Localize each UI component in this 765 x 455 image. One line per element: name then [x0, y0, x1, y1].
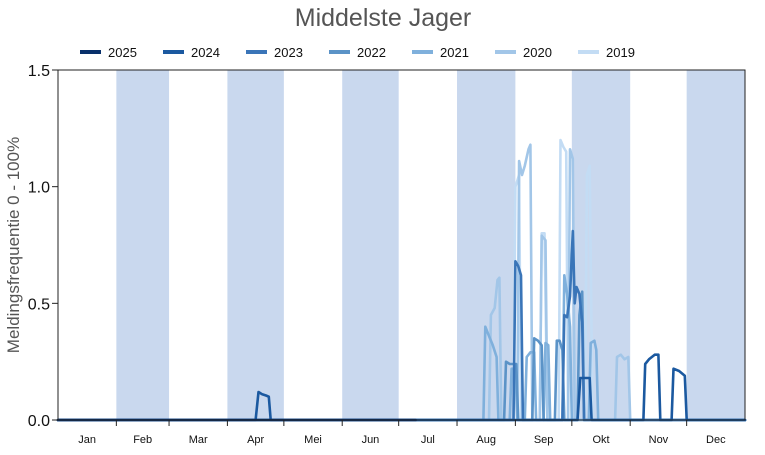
x-tick-label-dec: Dec — [706, 434, 726, 446]
x-tick-label-mei: Mei — [304, 434, 322, 446]
legend-item-2022: 2022 — [329, 45, 386, 60]
legend-item-2023: 2023 — [246, 45, 303, 60]
legend-label: 2019 — [606, 45, 635, 60]
x-tick-label-okt: Okt — [592, 434, 609, 446]
legend-label: 2023 — [274, 45, 303, 60]
y-axis-label: Meldingsfrequentie 0 - 100% — [4, 137, 23, 353]
y-tick-label: 0.5 — [28, 296, 50, 313]
x-tick-label-nov: Nov — [649, 434, 669, 446]
x-tick-label-sep: Sep — [534, 434, 554, 446]
x-tick-label-apr: Apr — [247, 434, 264, 446]
legend-label: 2022 — [357, 45, 386, 60]
legend-label: 2020 — [523, 45, 552, 60]
x-tick-label-jul: Jul — [421, 434, 435, 446]
x-tick-label-aug: Aug — [476, 434, 496, 446]
month-band-jun — [342, 70, 399, 420]
legend-item-2019: 2019 — [578, 45, 635, 60]
y-tick-label: 1.5 — [28, 63, 50, 80]
month-band-okt — [571, 70, 631, 420]
month-band-apr — [227, 70, 284, 420]
x-tick-label-mar: Mar — [189, 434, 208, 446]
legend-item-2024: 2024 — [163, 45, 220, 60]
plot-frame — [57, 69, 746, 421]
series-line-2023 — [56, 229, 747, 422]
month-band-feb — [116, 70, 170, 420]
y-tick-label: 1.0 — [28, 180, 50, 197]
y-tick-label: 0.0 — [28, 413, 50, 430]
chart-title: Middelste Jager — [295, 4, 471, 32]
legend-label: 2021 — [440, 45, 469, 60]
month-band-dec — [686, 70, 745, 420]
legend-item-2021: 2021 — [412, 45, 469, 60]
legend-label: 2025 — [108, 45, 137, 60]
x-tick-label-jun: Jun — [362, 434, 380, 446]
x-tick-label-jan: Jan — [78, 434, 96, 446]
legend-label: 2024 — [191, 45, 220, 60]
legend-item-2020: 2020 — [495, 45, 552, 60]
x-tick-label-feb: Feb — [133, 434, 152, 446]
legend-item-2025: 2025 — [80, 45, 137, 60]
